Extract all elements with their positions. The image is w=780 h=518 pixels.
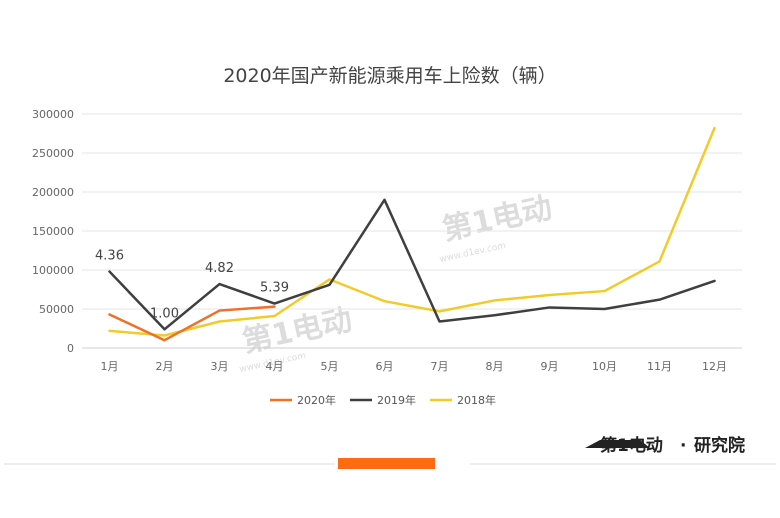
y-tick-label: 0	[67, 342, 74, 355]
x-tick-label: 3月	[211, 360, 229, 373]
x-tick-label: 9月	[541, 360, 559, 373]
grid	[82, 113, 742, 349]
y-tick-label: 300000	[32, 108, 74, 121]
y-tick-label: 250000	[32, 147, 74, 160]
footer-accent-bar	[338, 458, 435, 469]
data-label: 4.82	[205, 261, 234, 276]
legend: 2020年 2019年 2018年	[270, 393, 496, 407]
x-tick-label: 5月	[321, 360, 339, 373]
chart-title: 2020年国产新能源乘用车上险数（辆）	[223, 65, 556, 87]
series-line-2019年	[108, 198, 716, 331]
y-tick-label: 50000	[39, 303, 74, 316]
data-labels: 4.36 1.00 4.82 5.39	[95, 249, 289, 322]
x-tick-label: 2月	[156, 360, 174, 373]
legend-label: 2019年	[377, 393, 416, 407]
series-line-2020年	[108, 305, 276, 342]
x-tick-label: 4月	[266, 360, 284, 373]
legend-label: 2018年	[457, 393, 496, 407]
footer-logo: 第1电动 · 研究院	[585, 435, 745, 456]
x-tick-label: 1月	[101, 360, 119, 373]
data-label: 5.39	[260, 281, 289, 296]
footer-brand: 第1电动	[600, 435, 663, 456]
footer-suffix: 研究院	[694, 435, 745, 456]
x-axis: 1月 2月 3月 4月 5月 6月 7月 8月 9月 10月 11月 12月	[101, 360, 728, 373]
x-tick-label: 7月	[431, 360, 449, 373]
series-lines	[108, 126, 716, 342]
y-tick-label: 100000	[32, 264, 74, 277]
y-axis: 0 50000 100000 150000 200000 250000 300000	[32, 108, 74, 355]
x-tick-label: 11月	[647, 360, 672, 373]
x-tick-label: 10月	[592, 360, 617, 373]
y-tick-label: 200000	[32, 186, 74, 199]
x-tick-label: 12月	[702, 360, 727, 373]
watermark-text-lower: 第1电动	[239, 303, 355, 360]
x-tick-label: 8月	[486, 360, 504, 373]
car-logo-icon	[585, 440, 650, 448]
x-tick-label: 6月	[376, 360, 394, 373]
watermark-center: 第1电动 www.d1ev.com	[439, 191, 556, 265]
watermark-text-center: 第1电动	[439, 191, 555, 248]
legend-label: 2020年	[297, 393, 336, 407]
series-line-2018年	[108, 126, 716, 337]
footer-dot: ·	[680, 436, 686, 456]
y-tick-label: 150000	[32, 225, 74, 238]
data-label: 1.00	[150, 306, 179, 321]
data-label: 4.36	[95, 249, 124, 264]
